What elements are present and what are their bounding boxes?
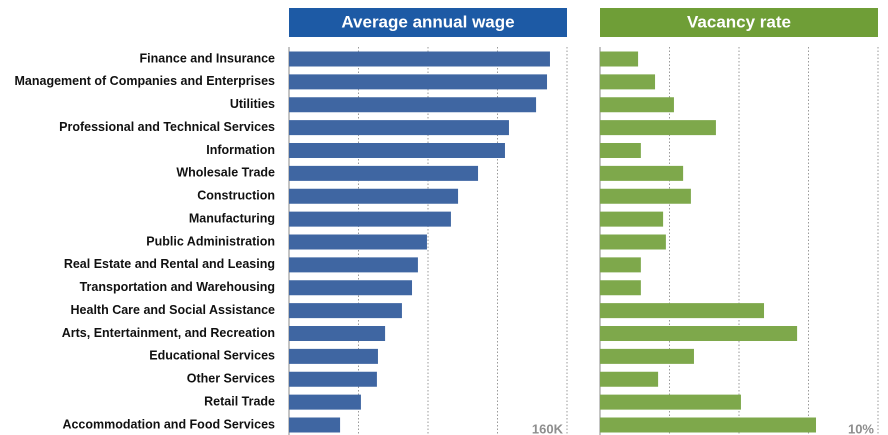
bar	[289, 326, 386, 341]
title-box	[289, 8, 567, 37]
bar	[600, 234, 666, 250]
category-label: Accommodation and Food Services	[62, 417, 275, 431]
bar	[600, 303, 765, 319]
bar	[600, 326, 798, 341]
chart-title: Vacancy rate	[687, 12, 791, 31]
chart-title: Average annual wage	[341, 12, 514, 31]
bar	[289, 348, 378, 364]
bar	[289, 188, 459, 204]
bar	[289, 280, 413, 296]
bar	[600, 188, 691, 204]
bar	[600, 417, 817, 433]
category-label: Wholesale Trade	[176, 166, 275, 180]
category-label: Finance and Insurance	[140, 51, 276, 65]
bar	[600, 371, 659, 387]
category-label: Public Administration	[146, 234, 275, 248]
category-label: Information	[206, 143, 275, 157]
bar	[289, 257, 418, 273]
bar	[289, 371, 377, 387]
category-label: Manufacturing	[189, 211, 275, 225]
bar	[600, 211, 664, 227]
bar	[289, 211, 451, 227]
bar	[600, 97, 674, 113]
category-label: Real Estate and Rental and Leasing	[64, 257, 275, 271]
bar	[289, 394, 361, 410]
bar	[600, 394, 741, 410]
bar	[600, 74, 656, 90]
category-label: Health Care and Social Assistance	[71, 303, 276, 317]
bar	[600, 51, 639, 67]
category-label: Professional and Technical Services	[59, 120, 275, 134]
bar	[289, 303, 402, 319]
x-tick-label: 160K	[532, 421, 564, 435]
bar	[289, 51, 550, 67]
category-label: Construction	[197, 189, 275, 203]
bar	[600, 348, 694, 364]
x-tick-label: 10%	[848, 421, 874, 435]
category-label: Management of Companies and Enterprises	[15, 74, 276, 88]
bar	[289, 165, 479, 181]
bar	[289, 234, 427, 250]
category-label: Utilities	[230, 97, 275, 111]
category-label: Arts, Entertainment, and Recreation	[62, 326, 275, 340]
category-label: Retail Trade	[204, 394, 275, 408]
bar	[600, 143, 641, 158]
bar	[289, 417, 341, 433]
category-label: Educational Services	[149, 349, 275, 363]
bar	[289, 143, 505, 158]
category-label: Other Services	[187, 372, 275, 386]
bar	[289, 97, 537, 113]
bar	[289, 120, 509, 136]
bar	[600, 280, 641, 296]
category-label: Transportation and Warehousing	[80, 280, 275, 294]
bar	[289, 74, 548, 90]
bar	[600, 165, 684, 181]
bar	[600, 257, 641, 273]
title-box	[600, 8, 878, 37]
bar	[600, 120, 716, 136]
